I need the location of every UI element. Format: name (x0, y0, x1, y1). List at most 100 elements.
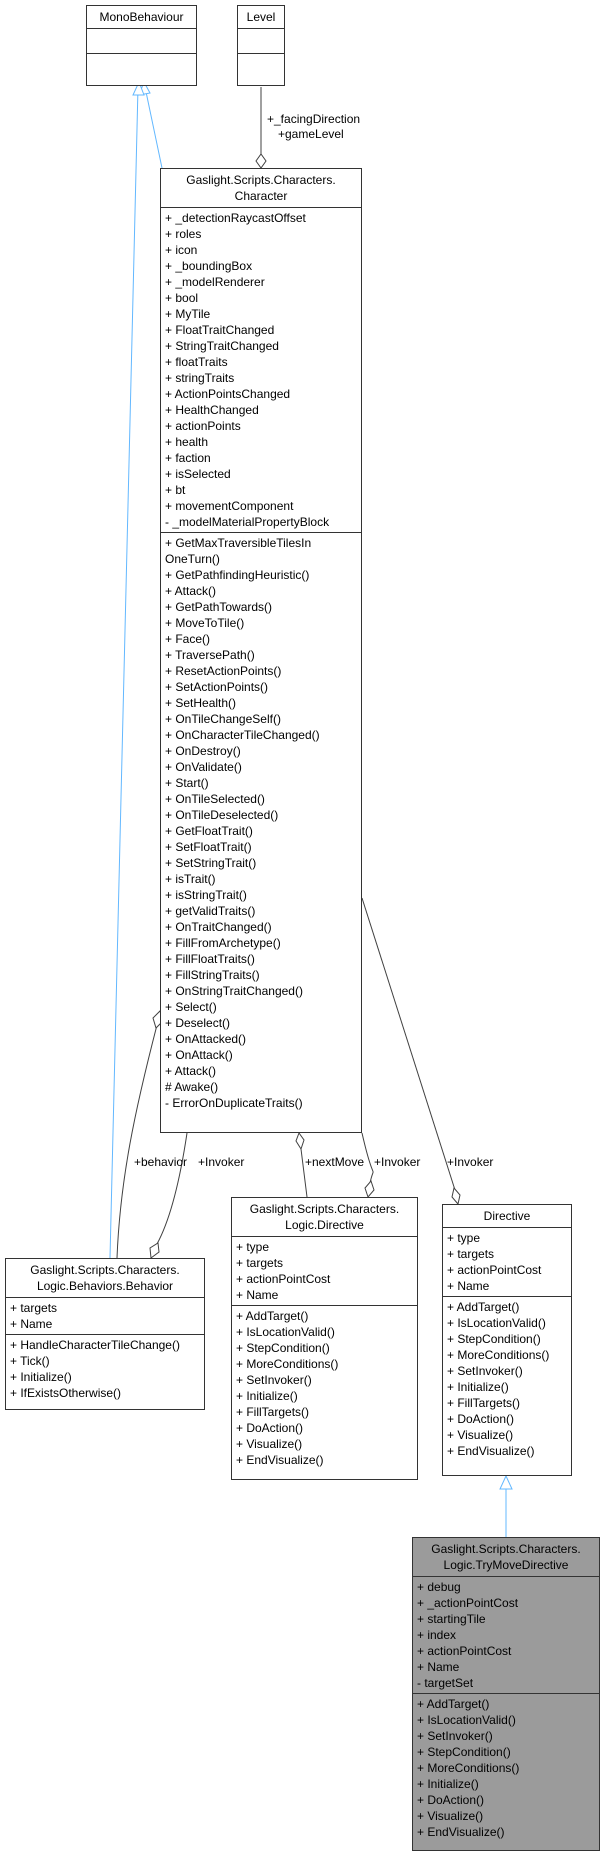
class-title: MonoBehaviour (87, 6, 196, 28)
class-attr: + faction (165, 451, 211, 465)
class-attr: + bool (165, 291, 199, 305)
class-op: + AddTarget() (447, 1300, 520, 1314)
label-next-move: +nextMove (305, 1155, 365, 1169)
class-title-line: Logic.TryMoveDirective (443, 1558, 569, 1572)
class-attr: + type (447, 1231, 481, 1245)
edge-character-invoker-logicdirective (361, 1132, 374, 1184)
class-op: + Initialize() (447, 1380, 509, 1394)
class-op: + OnAttack() (165, 1048, 233, 1062)
class-attr: - _modelMaterialPropertyBlock (165, 515, 330, 529)
class-op: + FillTargets() (236, 1405, 310, 1419)
class-op: + Face() (165, 632, 211, 646)
class-op: + FillTargets() (447, 1396, 521, 1410)
class-op: + Attack() (165, 584, 217, 598)
class-attr: + Name (417, 1660, 460, 1674)
class-attrs-section (87, 28, 196, 53)
class-try-move-directive: Gaslight.Scripts.Characters. Logic.TryMov… (412, 1537, 600, 1851)
class-attrs-section: + type + targets + actionPointCost + Name (232, 1236, 417, 1305)
class-monobehaviour: MonoBehaviour (86, 5, 197, 86)
class-attr: + actionPointCost (236, 1272, 331, 1286)
class-op: + SetFloatTrait() (165, 840, 252, 854)
class-character: Gaslight.Scripts.Characters. Character + _… (160, 168, 362, 1133)
class-attr: + _modelRenderer (165, 275, 265, 289)
class-title-line: Gaslight.Scripts.Characters. (186, 173, 336, 187)
class-attr: + Name (10, 1317, 53, 1331)
aggregation-diamond (295, 1131, 305, 1151)
class-op: - ErrorOnDuplicateTraits() (165, 1096, 303, 1110)
class-attr: + startingTile (417, 1612, 486, 1626)
class-op: + OnAttacked() (165, 1032, 247, 1046)
class-op: # Awake() (165, 1080, 219, 1094)
class-op: + OnTileChangeSelf() (165, 712, 281, 726)
class-attr: + icon (165, 243, 198, 257)
class-attr: + floatTraits (165, 355, 228, 369)
class-attr: + StringTraitChanged (165, 339, 279, 353)
class-op: + AddTarget() (236, 1309, 309, 1323)
class-title-line: Logic.Behaviors.Behavior (36, 1279, 174, 1293)
class-op: + EndVisualize() (236, 1453, 324, 1467)
class-op: + DoAction() (447, 1412, 515, 1426)
class-attr: + health (165, 435, 209, 449)
class-op: + MoreConditions() (447, 1348, 550, 1362)
class-op: + GetFloatTrait() (165, 824, 253, 838)
class-attr: + targets (10, 1301, 58, 1315)
edge-logicdirective-nextmove (300, 1148, 308, 1198)
aggregation-diamond (364, 1180, 375, 1198)
class-attr: + bt (165, 483, 186, 497)
class-op: + Initialize() (10, 1370, 72, 1384)
aggregation-diamond (451, 1186, 461, 1206)
class-op: + FillFloatTraits() (165, 952, 255, 966)
class-op: + isTrait() (165, 872, 216, 886)
class-directive: Directive + type + targets + actionPointCos… (442, 1204, 572, 1476)
label-facing-direction: +_facingDirection (267, 112, 361, 126)
class-ops-section (87, 53, 196, 81)
class-op: + OnValidate() (165, 760, 242, 774)
class-title-line: Character (234, 189, 288, 203)
class-op: + IfExistsOtherwise() (10, 1386, 122, 1400)
class-op: + Deselect() (165, 1016, 231, 1030)
class-attr: + Name (236, 1288, 279, 1302)
class-attr: + Name (447, 1279, 490, 1293)
class-op: OneTurn() (165, 552, 220, 566)
edge-character-invoker-behavior (156, 1132, 188, 1245)
class-attr: + isSelected (165, 467, 231, 481)
class-title-line: MonoBehaviour (99, 10, 184, 24)
label-invoker-directive: +Invoker (447, 1155, 494, 1169)
class-ops-section: + AddTarget() + IsLocationValid() + StepCo… (232, 1305, 417, 1470)
class-ops-section: + AddTarget() + IsLocationValid() + SetInv… (413, 1693, 599, 1842)
class-attr: + movementComponent (165, 499, 294, 513)
class-title: Gaslight.Scripts.Characters. Logic.Behavi… (6, 1259, 204, 1297)
edge-behavior-inherits-monobehaviour (109, 86, 139, 1259)
class-attrs-section: + debug + _actionPointCost + startingTile +… (413, 1576, 599, 1693)
label-behavior: +behavior (134, 1155, 188, 1169)
class-title: Level (238, 6, 284, 28)
class-op: + SetInvoker() (236, 1373, 312, 1387)
class-attr: + _boundingBox (165, 259, 253, 273)
class-op: + DoAction() (236, 1421, 304, 1435)
class-ops-section: + GetMaxTraversibleTilesIn OneTurn() + Get… (161, 532, 361, 1113)
class-op: + OnDestroy() (165, 744, 241, 758)
class-op: + EndVisualize() (417, 1825, 505, 1839)
class-op: + MoreConditions() (236, 1357, 339, 1371)
class-attr: + debug (417, 1580, 461, 1594)
class-op: + OnCharacterTileChanged() (165, 728, 320, 742)
class-op: + IsLocationValid() (236, 1325, 335, 1339)
class-op: + OnTileDeselected() (165, 808, 279, 822)
inheritance-arrow-head (499, 1474, 513, 1490)
class-op: + Initialize() (236, 1389, 298, 1403)
class-attr: + roles (165, 227, 202, 241)
class-op: + FillStringTraits() (165, 968, 260, 982)
class-op: + GetPathTowards() (165, 600, 273, 614)
class-title-line: Gaslight.Scripts.Characters. (249, 1202, 400, 1216)
class-op: + IsLocationValid() (417, 1713, 516, 1727)
class-op: + MoveToTile() (165, 616, 245, 630)
class-op: + HandleCharacterTileChange() (10, 1338, 180, 1352)
class-op: + FillFromArchetype() (165, 936, 281, 950)
class-attr: + type (236, 1240, 270, 1254)
class-op: + Visualize() (236, 1437, 303, 1451)
class-op: + GetPathfindingHeuristic() (165, 568, 310, 582)
class-ops-section: + AddTarget() + IsLocationValid() + StepCo… (443, 1296, 571, 1461)
class-attr: + actionPointCost (417, 1644, 512, 1658)
class-attr: + targets (236, 1256, 284, 1270)
